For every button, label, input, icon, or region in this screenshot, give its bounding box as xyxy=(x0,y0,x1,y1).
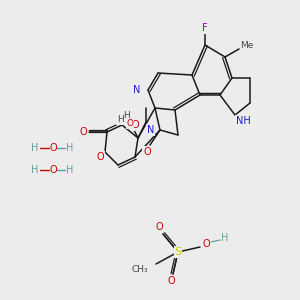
Text: S: S xyxy=(174,247,182,257)
Text: O: O xyxy=(49,143,57,153)
Text: NH: NH xyxy=(236,116,250,126)
Text: H: H xyxy=(117,116,123,124)
Text: H: H xyxy=(66,165,74,175)
Text: F: F xyxy=(202,23,208,33)
Text: N: N xyxy=(133,85,140,95)
Text: H: H xyxy=(66,143,74,153)
Text: O: O xyxy=(202,239,210,249)
Text: H: H xyxy=(221,233,229,243)
Text: N: N xyxy=(147,125,154,135)
Text: O: O xyxy=(127,119,134,128)
Text: O: O xyxy=(143,147,151,157)
Text: O: O xyxy=(131,120,139,130)
Text: CH₃: CH₃ xyxy=(131,265,148,274)
Text: H: H xyxy=(31,143,39,153)
Text: O: O xyxy=(155,222,163,232)
Text: H: H xyxy=(124,112,130,121)
Text: O: O xyxy=(79,127,87,137)
Text: H: H xyxy=(31,165,39,175)
Text: O: O xyxy=(49,165,57,175)
Text: O: O xyxy=(167,276,175,286)
Text: Me: Me xyxy=(240,41,254,50)
Text: O: O xyxy=(96,152,104,162)
